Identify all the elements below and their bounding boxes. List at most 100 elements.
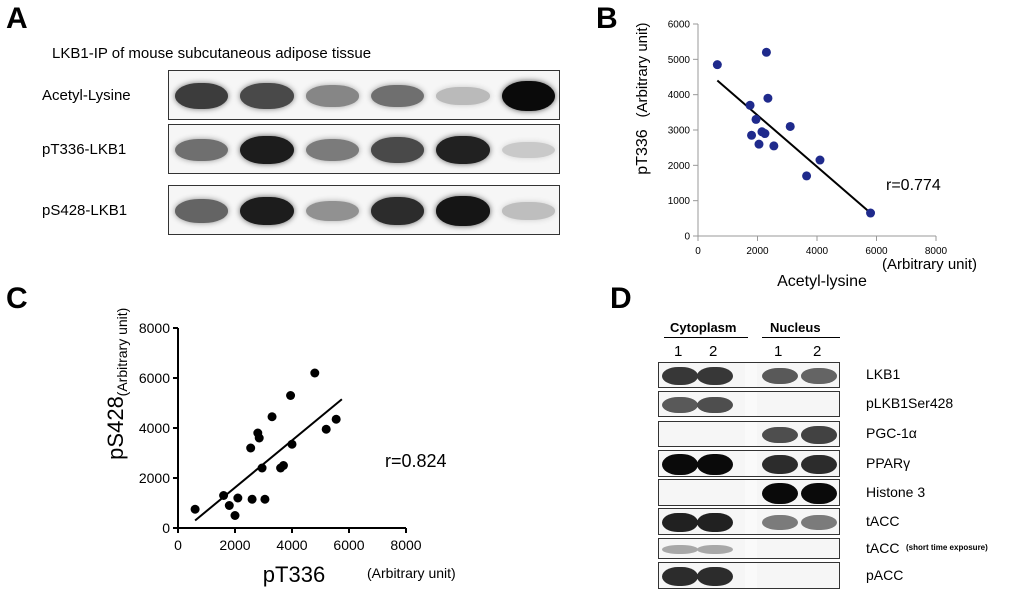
panel-d-band — [801, 454, 837, 475]
panel-c-y-tick-label: 4000 — [139, 420, 170, 436]
panel-b-data-point — [712, 60, 722, 70]
panel-c-data-point — [278, 461, 288, 470]
panel-c-x-tick-label: 0 — [174, 537, 182, 553]
panel-b-y-unit: (Arbitrary unit) — [634, 22, 651, 117]
panel-d-band — [762, 454, 798, 475]
panel-d-row-label: tACC — [866, 512, 900, 529]
panel-b-data-point — [745, 100, 755, 110]
panel-c-y-tick-label: 2000 — [139, 470, 170, 486]
panel-a-band — [240, 196, 294, 226]
panel-d-band — [662, 512, 698, 533]
panel-c-fit-line — [194, 398, 343, 522]
panel-d-row-label: Histone 3 — [866, 483, 926, 500]
panel-b-data-point — [763, 93, 773, 103]
panel-b-data-point — [802, 171, 812, 181]
panel-b-x-tick-label: 0 — [695, 246, 701, 257]
panel-a-band — [240, 83, 294, 109]
panel-c-data-point — [331, 414, 341, 424]
panel-d-band — [762, 367, 798, 385]
panel-d-row-label: PGC-1α — [866, 425, 917, 441]
panel-a-letter: A — [6, 2, 28, 35]
panel-a-band — [305, 85, 359, 107]
panel-a-blot-strip — [168, 185, 560, 235]
group-underline-nucleus — [762, 337, 840, 338]
panel-d-blot-strip — [658, 421, 840, 447]
panel-d-row-label: LKB1 — [866, 366, 901, 382]
panel-d-blot-strip — [658, 362, 840, 388]
panel-d-letter: D — [610, 282, 632, 315]
panel-c-y-tick-label: 8000 — [139, 320, 170, 336]
fraction-separator — [745, 392, 757, 416]
panel-a-title: LKB1-IP of mouse subcutaneous adipose ti… — [52, 45, 372, 62]
panel-a-blot-strip — [168, 70, 560, 120]
panel-a-row-label: pT336-LKB1 — [42, 141, 127, 158]
panel-d-band — [697, 512, 733, 533]
panel-a-row-label: Acetyl-Lysine — [42, 87, 131, 104]
panel-c-y-tick-label: 0 — [162, 520, 170, 536]
panel-c-data-point — [257, 463, 267, 473]
panel-b-y-tick-label: 5000 — [668, 55, 691, 66]
panel-d-band — [801, 368, 837, 384]
panel-d-blot-strip — [658, 391, 840, 417]
panel-b-x-tick-label: 4000 — [806, 246, 829, 257]
panel-c-y-tick-label: 6000 — [139, 370, 170, 386]
panel-c-data-point — [286, 391, 296, 400]
panel-b-letter: B — [596, 2, 618, 35]
panel-a-band — [501, 141, 555, 159]
panel-d-band — [801, 426, 837, 444]
panel-a-band — [371, 197, 425, 225]
panel-a-blot-strip — [168, 124, 560, 174]
fraction-separator — [745, 563, 757, 588]
panel-c-y-unit: (Arbitrary unit) — [114, 308, 130, 397]
panel-b-data-point — [866, 208, 876, 218]
panel-c-data-point — [267, 412, 277, 422]
panel-c-data-point — [321, 424, 331, 434]
panel-c-data-point — [287, 439, 297, 449]
panel-d-blot-strip — [658, 479, 840, 506]
panel-c-data-point — [246, 443, 256, 453]
panel-c-x-tick-label: 6000 — [333, 537, 364, 553]
panel-b-data-point — [815, 155, 825, 165]
panel-c-data-point — [233, 493, 243, 503]
panel-a-band — [501, 81, 555, 111]
panel-d-band — [801, 483, 837, 504]
lane-number: 1 — [674, 343, 683, 360]
panel-c-data-point — [190, 504, 200, 514]
panel-d-band — [762, 514, 798, 531]
panel-c-data-point — [310, 368, 320, 378]
panel-c-x-unit: (Arbitrary unit) — [367, 565, 456, 581]
panel-d-band — [697, 396, 733, 414]
panel-a-band — [436, 196, 490, 226]
panel-c-x-tick-label: 8000 — [390, 537, 421, 553]
panel-a-band — [240, 135, 294, 165]
panel-b-y-tick-label: 6000 — [668, 20, 691, 31]
panel-d-blot-strip — [658, 562, 840, 589]
panel-b-y-tick-label: 1000 — [668, 196, 691, 207]
lane-number: 2 — [813, 343, 822, 360]
panel-d-row-label: pACC — [866, 566, 904, 583]
panel-c-data-point — [247, 494, 257, 504]
fraction-separator — [745, 363, 757, 387]
panel-b-x-tick-label: 2000 — [746, 246, 769, 257]
group-underline-cytoplasm — [664, 337, 748, 338]
panel-d-band — [762, 483, 798, 504]
fraction-separator — [745, 451, 757, 476]
panel-b-r-value: r=0.774 — [886, 177, 941, 194]
panel-d-band — [697, 367, 733, 385]
panel-d-blot-strip — [658, 538, 840, 559]
panel-a-band — [371, 84, 425, 108]
panel-b-data-point — [769, 141, 779, 151]
panel-d-row-label: PPARγ — [866, 454, 911, 471]
panel-d-band — [662, 454, 698, 475]
panel-c-data-point — [260, 494, 270, 504]
panel-d-band — [662, 367, 698, 385]
panel-b-y-label: pT336 — [634, 129, 651, 174]
panel-b-x-tick-label: 8000 — [925, 246, 948, 257]
panel-b-data-point — [747, 130, 757, 140]
panel-d-band — [697, 454, 733, 475]
panel-d-band — [662, 396, 698, 414]
panel-d-row-label: tACC — [866, 539, 900, 556]
panel-b-x-tick-label: 6000 — [865, 246, 888, 257]
panel-b-data-point — [760, 129, 770, 139]
panel-c-data-point — [224, 501, 234, 510]
